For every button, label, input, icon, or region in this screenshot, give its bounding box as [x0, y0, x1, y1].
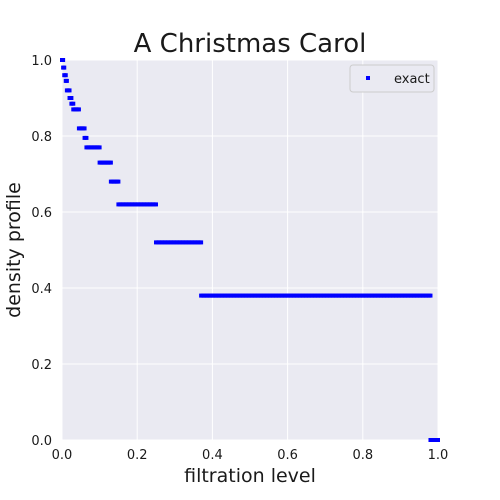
- data-point: [61, 58, 65, 62]
- y-tick-label: 1.0: [31, 54, 52, 69]
- chart-title: A Christmas Carol: [134, 29, 367, 59]
- data-point: [436, 438, 440, 442]
- legend: exact: [350, 65, 434, 92]
- data-point: [199, 240, 203, 244]
- data-point: [68, 88, 72, 92]
- x-tick-label: 0.8: [352, 448, 373, 463]
- plot-background: [62, 60, 438, 440]
- data-point: [77, 107, 81, 111]
- data-point: [428, 294, 432, 298]
- x-tick-label: 0.0: [52, 448, 73, 463]
- data-point: [71, 102, 75, 106]
- y-tick-label: 0.4: [31, 282, 52, 297]
- data-point: [83, 126, 87, 130]
- legend-marker: [366, 76, 370, 80]
- legend-label-exact: exact: [394, 72, 430, 87]
- x-axis-label: filtration level: [184, 465, 316, 487]
- y-tick-label: 0.8: [31, 130, 52, 145]
- x-tick-label: 0.2: [127, 448, 148, 463]
- x-tick-label: 0.6: [277, 448, 298, 463]
- data-point: [69, 96, 73, 100]
- data-point: [62, 66, 66, 70]
- data-point: [98, 145, 102, 149]
- x-tick-label: 1.0: [428, 448, 449, 463]
- data-point: [109, 161, 113, 165]
- data-point: [116, 180, 120, 184]
- y-tick-label: 0.6: [31, 206, 52, 221]
- y-tick-label: 0.2: [31, 358, 52, 373]
- data-point: [84, 136, 88, 140]
- data-point: [65, 79, 69, 83]
- data-point: [64, 73, 68, 77]
- y-tick-label: 0.0: [31, 434, 52, 449]
- data-point: [154, 202, 158, 206]
- y-axis-label: density profile: [3, 182, 25, 318]
- x-tick-label: 0.4: [202, 448, 223, 463]
